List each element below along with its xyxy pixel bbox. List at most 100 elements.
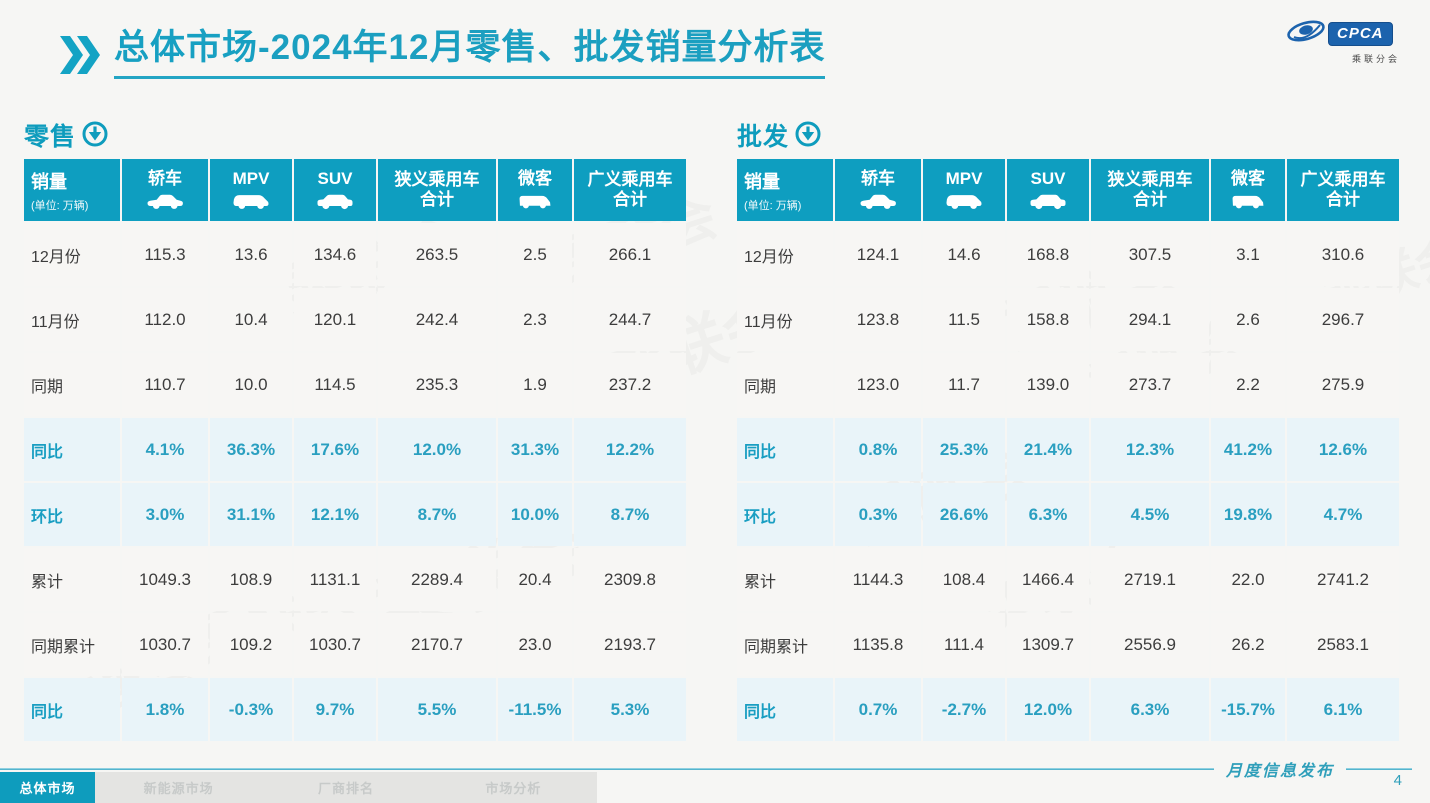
cell-value: 123.8 [835, 288, 921, 351]
cell-value: 110.7 [122, 353, 208, 416]
col-header-mpv: MPV [210, 159, 292, 221]
cell-value: 0.8% [835, 418, 921, 481]
cell-value: 12.0% [378, 418, 496, 481]
table-row: 同期 110.7 10.0 114.5 235.3 1.9 237.2 [24, 353, 686, 416]
page-header: 总体市场-2024年12月零售、批发销量分析表 [60, 28, 826, 80]
cell-value: 134.6 [294, 223, 376, 286]
cell-value: 11.5 [923, 288, 1005, 351]
row-label: 同期 [24, 353, 120, 416]
row-label: 11月份 [24, 288, 120, 351]
cell-value: 168.8 [1007, 223, 1089, 286]
footer-tab-inactive[interactable]: 厂商排名 [317, 781, 374, 796]
wholesale-table: 销量 (单位: 万辆) 轿车 MPV SUV 狭义乘用车 合计 微客 广义乘用车 合计 12月份 12… [735, 157, 1401, 743]
cell-value: 1309.7 [1007, 613, 1089, 676]
table-row: 累计 1144.3 108.4 1466.4 2719.1 22.0 2741.2 [737, 548, 1399, 611]
cell-value: 0.3% [835, 483, 921, 546]
row-label: 累计 [737, 548, 833, 611]
circle-down-arrow-icon [795, 121, 821, 152]
table-row: 12月份 115.3 13.6 134.6 263.5 2.5 266.1 [24, 223, 686, 286]
row-label: 累计 [24, 548, 120, 611]
cell-value: 23.0 [498, 613, 572, 676]
cell-value: 4.1% [122, 418, 208, 481]
footer-tab-active[interactable]: 总体市场 [0, 772, 95, 803]
cell-value: 3.0% [122, 483, 208, 546]
table-header-row: 销量 (单位: 万辆) 轿车 MPV SUV 狭义乘用车 合计 微客 广义乘用车 合计 [737, 159, 1399, 221]
footer-tab-inactive[interactable]: 新能源市场 [143, 781, 214, 796]
col-header-microvan: 微客 [498, 159, 572, 221]
row-label: 11月份 [737, 288, 833, 351]
cpca-logo-subtitle: 乘联分会 [1351, 54, 1400, 64]
cell-value: 109.2 [210, 613, 292, 676]
wholesale-table-section: 批发 销量 (单位: 万辆) 轿车 MPV SUV 狭义乘用车 合计 微客 广义乘用车 合计 12月… [735, 118, 1401, 743]
table-row: 同期 123.0 11.7 139.0 273.7 2.2 275.9 [737, 353, 1399, 416]
cell-value: 2.3 [498, 288, 572, 351]
cell-value: 263.5 [378, 223, 496, 286]
cell-value: 36.3% [210, 418, 292, 481]
col-header-total: 狭义乘用车 合计 [1091, 159, 1209, 221]
cell-value: 14.6 [923, 223, 1005, 286]
cell-value: 139.0 [1007, 353, 1089, 416]
double-chevron-icon [60, 36, 102, 79]
cell-value: 124.1 [835, 223, 921, 286]
cell-value: -0.3% [210, 678, 292, 741]
cell-value: 11.7 [923, 353, 1005, 416]
cell-value: 8.7% [378, 483, 496, 546]
footer-tabs-inactive-strip: 新能源市场 厂商排名 市场分析 [95, 772, 597, 803]
cell-value: 114.5 [294, 353, 376, 416]
cell-value: 10.0% [498, 483, 572, 546]
footer-tabs: 总体市场 新能源市场 厂商排名 市场分析 [0, 772, 597, 803]
cell-value: 12.6% [1287, 418, 1399, 481]
cpca-logo-text: CPCA [1328, 21, 1393, 46]
table-section-title: 批发 [737, 123, 790, 151]
cell-value: 242.4 [378, 288, 496, 351]
cell-value: 13.6 [210, 223, 292, 286]
cell-value: 12.0% [1007, 678, 1089, 741]
cell-value: 6.1% [1287, 678, 1399, 741]
cell-value: -15.7% [1211, 678, 1285, 741]
cell-value: 2289.4 [378, 548, 496, 611]
cell-value: 273.7 [1091, 353, 1209, 416]
page-title-bold: 总体市场 [114, 28, 259, 67]
cell-value: 8.7% [574, 483, 686, 546]
cell-value: 12.2% [574, 418, 686, 481]
cell-value: 237.2 [574, 353, 686, 416]
row-label: 环比 [737, 483, 833, 546]
footer-line-right [1346, 768, 1412, 770]
table-row: 环比 0.3% 26.6% 6.3% 4.5% 19.8% 4.7% [737, 483, 1399, 546]
row-label: 同期累计 [737, 613, 833, 676]
col-header-sedan: 轿车 [835, 159, 921, 221]
cell-value: 19.8% [1211, 483, 1285, 546]
table-header-row: 销量 (单位: 万辆) 轿车 MPV SUV 狭义乘用车 合计 微客 广义乘用车 合计 [24, 159, 686, 221]
row-label: 同比 [737, 678, 833, 741]
cell-value: 2741.2 [1287, 548, 1399, 611]
col-header-total: 狭义乘用车 合计 [378, 159, 496, 221]
cell-value: 31.1% [210, 483, 292, 546]
cell-value: 294.1 [1091, 288, 1209, 351]
footer-tab-inactive[interactable]: 市场分析 [485, 781, 542, 796]
cell-value: 2583.1 [1287, 613, 1399, 676]
cell-value: 10.0 [210, 353, 292, 416]
footer-note: 月度信息发布 [1225, 761, 1334, 780]
sedan-icon [122, 191, 208, 211]
row-label: 同期累计 [24, 613, 120, 676]
cell-value: 2.5 [498, 223, 572, 286]
cell-value: 4.7% [1287, 483, 1399, 546]
cell-value: -11.5% [498, 678, 572, 741]
cell-value: 244.7 [574, 288, 686, 351]
page-title: 总体市场-2024年12月零售、批发销量分析表 [114, 28, 826, 80]
cell-value: 20.4 [498, 548, 572, 611]
cell-value: 2556.9 [1091, 613, 1209, 676]
row-label: 12月份 [737, 223, 833, 286]
col-header-total: 广义乘用车 合计 [1287, 159, 1399, 221]
cell-value: -2.7% [923, 678, 1005, 741]
table-row: 同比 0.7% -2.7% 12.0% 6.3% -15.7% 6.1% [737, 678, 1399, 741]
page-number: 4 [1393, 772, 1402, 789]
cell-value: 112.0 [122, 288, 208, 351]
row-label: 同比 [24, 418, 120, 481]
microvan-icon [1211, 191, 1285, 211]
cell-value: 120.1 [294, 288, 376, 351]
cell-value: 108.9 [210, 548, 292, 611]
cell-value: 9.7% [294, 678, 376, 741]
cell-value: 1030.7 [294, 613, 376, 676]
cell-value: 1144.3 [835, 548, 921, 611]
